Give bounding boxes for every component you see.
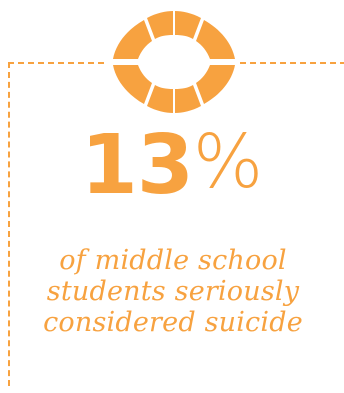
dashed-frame-top-right — [240, 62, 344, 64]
stat-percent-sign: % — [192, 119, 264, 205]
caption-line-2: students seriously — [46, 275, 300, 307]
stat-number: 13 — [80, 118, 194, 213]
dashed-frame-top-left — [8, 62, 104, 64]
life-ring-icon — [109, 10, 239, 114]
stat-value: 13% — [0, 125, 344, 207]
caption-line-1: of middle school — [59, 245, 287, 276]
dashed-frame-left — [8, 62, 10, 386]
stat-caption: of middle school students seriously cons… — [18, 245, 328, 338]
caption-line-3: considered suicide — [43, 306, 303, 338]
